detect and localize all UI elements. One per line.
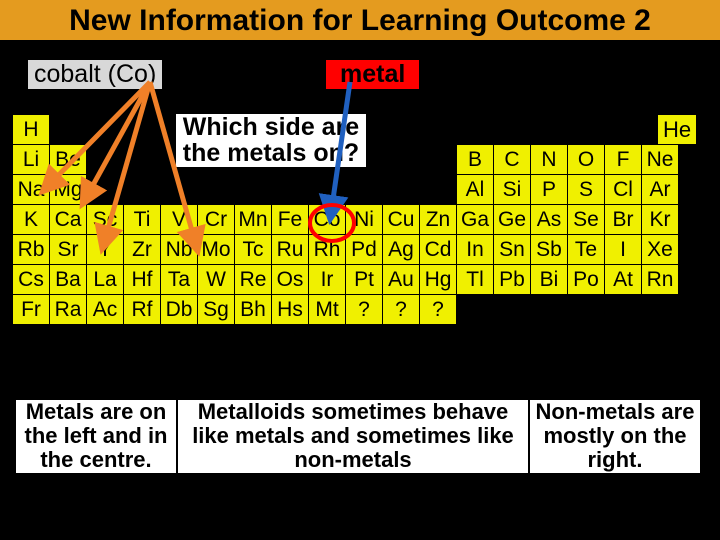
element-cell: Xe — [642, 235, 679, 265]
element-cell: ? — [346, 295, 383, 325]
element-cell: La — [87, 265, 124, 295]
element-cell: Mt — [309, 295, 346, 325]
element-cell: Cl — [605, 175, 642, 205]
element-cell: Ir — [309, 265, 346, 295]
element-cell: Rb — [13, 235, 50, 265]
element-cell: Ne — [642, 145, 679, 175]
periodic-table-grid: HLiBe BCNOFNe NaMg AlSiPSClAr KCaScTiVCrMnFe… — [12, 114, 679, 325]
element-cell: C — [494, 145, 531, 175]
element-cell: Hf — [124, 265, 161, 295]
element-cell: Rn — [642, 265, 679, 295]
element-cell: Ca — [50, 205, 87, 235]
element-cell: O — [568, 145, 605, 175]
element-cell: Pt — [346, 265, 383, 295]
element-cell: Ag — [383, 235, 420, 265]
element-cell: B — [457, 145, 494, 175]
element-cell: Ar — [642, 175, 679, 205]
element-cell: Al — [457, 175, 494, 205]
element-cell: Au — [383, 265, 420, 295]
element-cell: Db — [161, 295, 198, 325]
element-cell: Bi — [531, 265, 568, 295]
element-cell: Sb — [531, 235, 568, 265]
element-cell: Kr — [642, 205, 679, 235]
element-cell: Tc — [235, 235, 272, 265]
element-cell: ? — [420, 295, 457, 325]
element-cell: Hs — [272, 295, 309, 325]
element-cell: Zr — [124, 235, 161, 265]
element-cell: Fr — [13, 295, 50, 325]
element-cell: Br — [605, 205, 642, 235]
metalloids-note: Metalloids sometimes behave like metals … — [178, 400, 528, 473]
element-cell: H — [13, 115, 50, 145]
element-cell: Be — [50, 145, 87, 175]
element-cell: Os — [272, 265, 309, 295]
element-cell: Ra — [50, 295, 87, 325]
element-cell: P — [531, 175, 568, 205]
element-cell: Ge — [494, 205, 531, 235]
element-cell: Li — [13, 145, 50, 175]
element-cell: Pd — [346, 235, 383, 265]
element-cell: Na — [13, 175, 50, 205]
element-cell: As — [531, 205, 568, 235]
element-cell: Te — [568, 235, 605, 265]
element-cell: Rf — [124, 295, 161, 325]
element-cell: Hg — [420, 265, 457, 295]
element-cell: Re — [235, 265, 272, 295]
element-cell: S — [568, 175, 605, 205]
element-cell: Y — [87, 235, 124, 265]
page-header: New Information for Learning Outcome 2 — [0, 0, 720, 40]
element-cell: Ba — [50, 265, 87, 295]
element-cell: ? — [383, 295, 420, 325]
header-title: New Information for Learning Outcome 2 — [69, 4, 651, 37]
element-cell: V — [161, 205, 198, 235]
element-cell: Sn — [494, 235, 531, 265]
element-cell: Zn — [420, 205, 457, 235]
metal-label: metal — [326, 60, 419, 89]
element-cell: In — [457, 235, 494, 265]
element-cell: Mo — [198, 235, 235, 265]
element-cell: At — [605, 265, 642, 295]
element-cell: Cu — [383, 205, 420, 235]
element-cell: Ru — [272, 235, 309, 265]
nonmetals-note: Non-metals are mostly on the right. — [530, 400, 700, 473]
periodic-table: HLiBe BCNOFNe NaMg AlSiPSClAr KCaScTiVCrMnFe… — [12, 114, 679, 325]
element-cell: Rh — [309, 235, 346, 265]
element-cell: Mg — [50, 175, 87, 205]
element-cell: Sg — [198, 295, 235, 325]
element-cell: Si — [494, 175, 531, 205]
element-cell: Se — [568, 205, 605, 235]
element-cell: Sr — [50, 235, 87, 265]
element-cell: Pb — [494, 265, 531, 295]
element-cell: Nb — [161, 235, 198, 265]
element-cell: W — [198, 265, 235, 295]
cobalt-label: cobalt (Co) — [28, 60, 162, 89]
element-cell: Fe — [272, 205, 309, 235]
element-cell: N — [531, 145, 568, 175]
metals-note: Metals are on the left and in the centre… — [16, 400, 176, 473]
element-cell: Cd — [420, 235, 457, 265]
element-cell: Mn — [235, 205, 272, 235]
element-cell: Ga — [457, 205, 494, 235]
element-cell: Sc — [87, 205, 124, 235]
element-cell: Ac — [87, 295, 124, 325]
element-cell: Co — [309, 205, 346, 235]
element-cell: Ti — [124, 205, 161, 235]
element-cell: Po — [568, 265, 605, 295]
element-cell: I — [605, 235, 642, 265]
element-cell: F — [605, 145, 642, 175]
element-cell: Cs — [13, 265, 50, 295]
element-cell: Bh — [235, 295, 272, 325]
element-cell: K — [13, 205, 50, 235]
element-cell: Ni — [346, 205, 383, 235]
element-cell: Tl — [457, 265, 494, 295]
element-cell: Cr — [198, 205, 235, 235]
element-cell: Ta — [161, 265, 198, 295]
